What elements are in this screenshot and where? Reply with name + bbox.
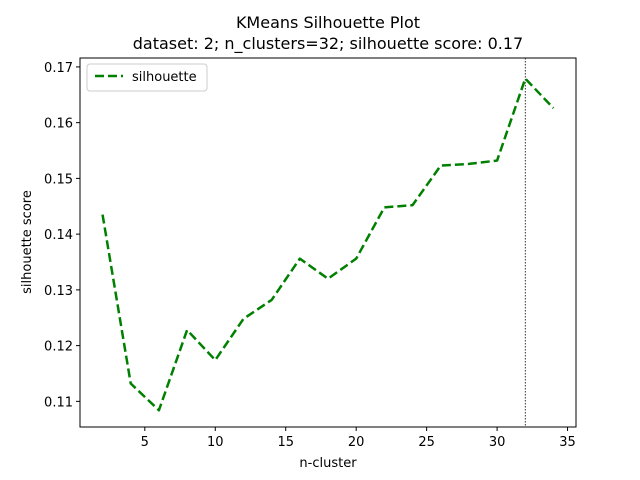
x-tick-label: 10 [207,435,224,450]
legend-label-silhouette: silhouette [132,70,197,85]
y-tick-label: 0.15 [44,172,73,187]
x-tick-label: 30 [489,435,506,450]
y-tick-label: 0.17 [44,61,73,76]
axes-frame [79,57,577,428]
y-axis: 0.11 0.12 0.13 0.14 0.15 0.16 0.17 [44,61,80,410]
chart-title: KMeans Silhouette Plot [236,13,420,32]
x-tick-label: 35 [559,435,576,450]
x-tick-label: 25 [418,435,435,450]
plot-area [101,58,555,427]
y-tick-label: 0.11 [44,395,73,410]
series-line-silhouette [101,77,555,412]
y-tick-label: 0.13 [44,284,73,299]
y-tick-label: 0.16 [44,117,73,132]
x-tick-label: 5 [141,435,149,450]
chart-subtitle: dataset: 2; n_clusters=32; silhouette sc… [133,34,523,54]
y-tick-label: 0.14 [44,228,73,243]
x-tick-label: 15 [277,435,294,450]
legend: silhouette [86,63,208,92]
x-tick-label: 20 [348,435,365,450]
y-tick-label: 0.12 [44,340,73,355]
y-axis-label: silhouette score [20,190,35,294]
x-axis-label: n-cluster [299,456,357,471]
x-axis: 5 10 15 20 25 30 35 [141,427,576,450]
legend-box [86,63,208,92]
